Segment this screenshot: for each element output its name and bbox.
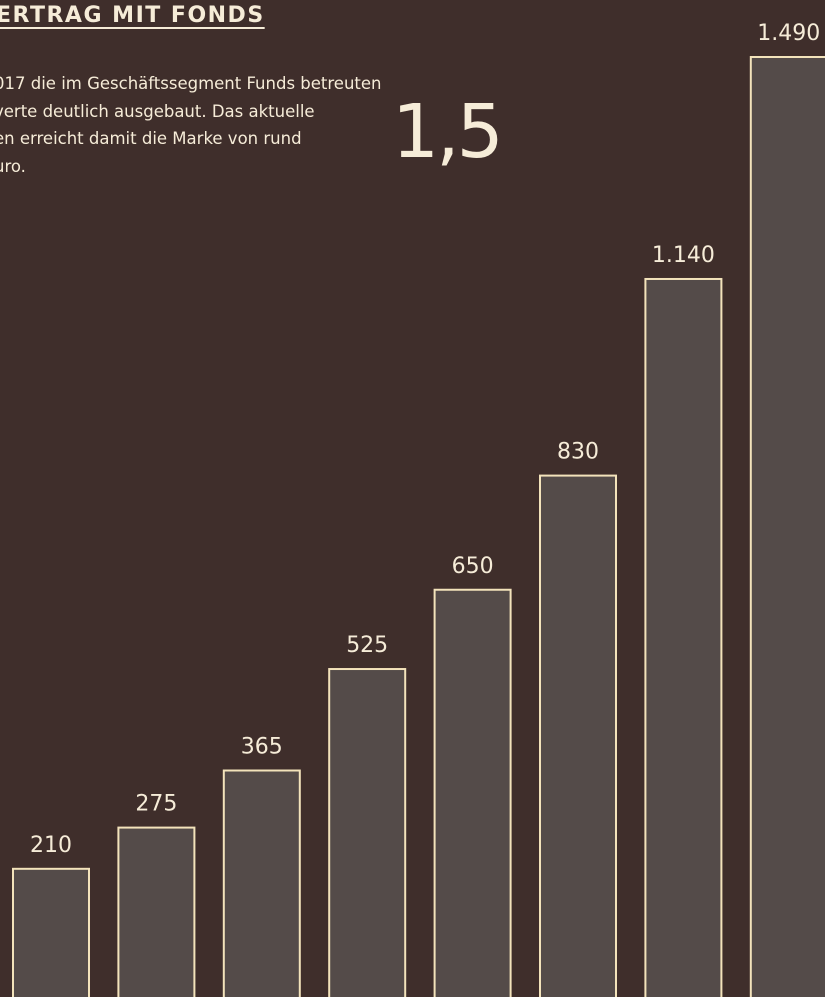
bar-value-label: 365	[241, 735, 283, 760]
bar	[433, 588, 512, 997]
bar-label-group: 210 275 365 525 650 830 1.140 1.490	[30, 21, 820, 858]
intro-line: en erreicht damit die Marke von rund	[0, 129, 302, 148]
bar-value-label: 650	[452, 554, 494, 579]
bar	[117, 826, 196, 997]
bar-value-label: 525	[346, 633, 388, 658]
bar-value-label: 1.490	[757, 21, 820, 46]
bar	[328, 668, 407, 997]
intro-text: 017 die im Geschäftssegment Funds betreu…	[0, 70, 394, 180]
bar	[222, 769, 301, 997]
bar	[12, 867, 90, 997]
bar	[749, 56, 825, 997]
bar-value-label: 210	[30, 833, 72, 858]
intro-line: verte deutlich ausgebaut. Das aktuelle	[0, 101, 315, 121]
bar	[539, 474, 617, 997]
chart-title: ERTRAG MIT FONDS	[0, 3, 265, 28]
bar-value-label: 275	[135, 792, 177, 817]
intro-line: uro.	[0, 156, 26, 176]
bar-value-label: 830	[557, 440, 599, 465]
bar-value-label: 1.140	[652, 243, 715, 268]
intro-line: 017 die im Geschäftssegment Funds betreu…	[0, 74, 382, 93]
bar-group	[12, 56, 825, 997]
highlight-value: 1,5	[392, 89, 504, 175]
bar	[644, 277, 723, 997]
